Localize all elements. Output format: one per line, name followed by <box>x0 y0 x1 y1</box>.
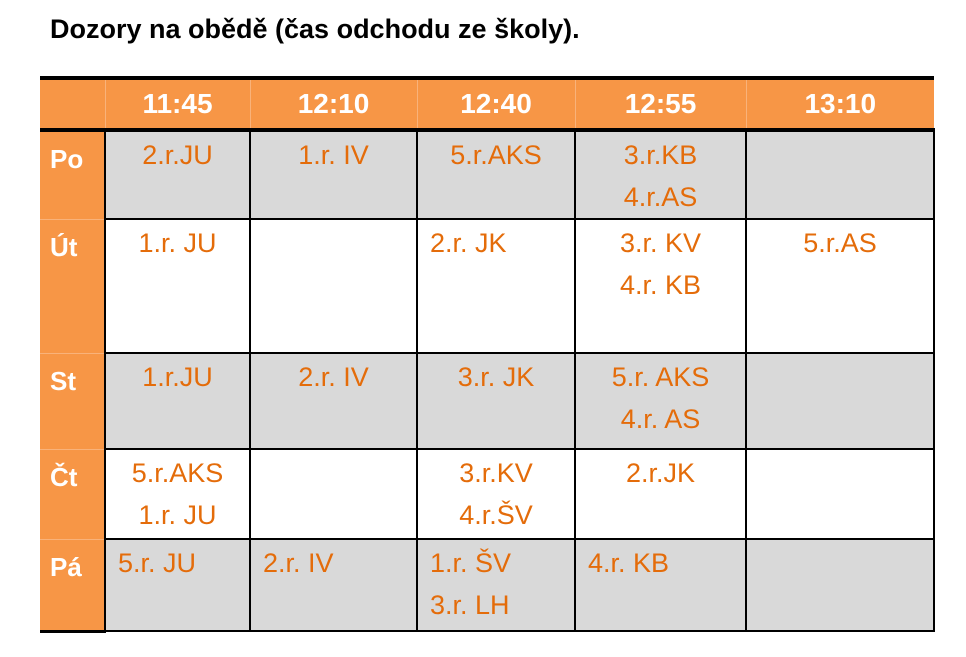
schedule-cell: 3.r. KV 4.r. KB <box>574 218 747 354</box>
schedule-cell: 1.r. IV <box>249 129 418 220</box>
duty-entry: 3.r. JK <box>457 362 535 392</box>
duty-entry: 3.r. KV <box>619 228 702 258</box>
schedule-cell: 1.r. JU <box>104 218 251 354</box>
duty-entry: 2.r.JU <box>142 140 213 170</box>
duty-entry: 2.r. IV <box>298 362 369 392</box>
column-header: 13:10 <box>745 76 934 132</box>
duty-entry: 3.r. LH <box>430 590 510 620</box>
table-row: Čt 5.r.AKS 1.r. JU 3.r.KV 4.r.ŠV 2.r.JK <box>40 448 935 540</box>
duty-entry: 5.r.AKS <box>131 458 224 488</box>
duty-entry: 4.r. KB <box>588 548 670 578</box>
schedule-cell: 5.r.AS <box>745 218 935 354</box>
duty-entry: 3.r.KV <box>459 458 533 488</box>
duty-entry: 2.r. JK <box>430 228 507 258</box>
table-row: St 1.r.JU 2.r. IV 3.r. JK 5.r. AKS 4.r. AS <box>40 352 935 450</box>
day-label: St <box>40 353 105 450</box>
schedule-cell: 3.r. JK <box>416 352 576 450</box>
schedule-cell: 5.r. JU <box>104 538 251 632</box>
duty-entry: 1.r.JU <box>142 362 213 392</box>
column-header <box>40 76 105 132</box>
column-header: 11:45 <box>104 76 250 132</box>
column-header: 12:40 <box>416 76 575 132</box>
day-label: Út <box>40 219 105 354</box>
day-label: Po <box>40 130 105 220</box>
schedule-cell <box>745 448 935 540</box>
header-row: 11:45 12:10 12:40 12:55 13:10 <box>40 76 934 132</box>
schedule-cell <box>745 129 935 220</box>
schedule-cell: 5.r. AKS 4.r. AS <box>574 352 747 450</box>
table-row: Po 2.r.JU 1.r. IV 5.r.AKS 3.r.KB 4.r.AS <box>40 129 935 220</box>
schedule-cell: 2.r. IV <box>249 538 418 632</box>
duty-entry: 4.r. KB <box>619 270 702 300</box>
column-header: 12:55 <box>574 76 746 132</box>
schedule-cell <box>249 218 418 354</box>
schedule-cell: 2.r. IV <box>249 352 418 450</box>
schedule-cell <box>745 538 935 632</box>
duty-entry: 2.r. IV <box>263 548 334 578</box>
schedule-cell: 2.r.JK <box>574 448 747 540</box>
schedule-cell: 1.r. ŠV 3.r. LH <box>416 538 576 632</box>
duty-entry: 5.r.AKS <box>450 140 542 170</box>
duty-entry: 4.r.ŠV <box>459 500 533 530</box>
table-row: Út 1.r. JU 2.r. JK 3.r. KV 4.r. KB 5.r.AS <box>40 218 935 354</box>
schedule-cell: 1.r.JU <box>104 352 251 450</box>
column-header: 12:10 <box>249 76 417 132</box>
duty-entry: 1.r. IV <box>298 140 369 170</box>
schedule-cell <box>249 448 418 540</box>
duty-entry: 5.r. JU <box>118 548 197 578</box>
duty-entry: 5.r.AS <box>803 228 877 258</box>
supervision-table: 11:45 12:10 12:40 12:55 13:10 Po 2.r.JU 1.r. I… <box>40 76 935 633</box>
schedule-cell: 4.r. KB <box>574 538 747 632</box>
day-label: Pá <box>40 539 105 633</box>
duty-entry: 4.r. AS <box>620 404 701 434</box>
duty-entry: 3.r.KB <box>623 140 698 170</box>
duty-entry: 4.r.AS <box>623 182 698 212</box>
duty-entry: 1.r. ŠV <box>430 548 512 578</box>
schedule-cell: 2.r.JU <box>104 129 251 220</box>
page-title: Dozory na obědě (čas odchodu ze školy). <box>50 14 580 44</box>
table-row: Pá 5.r. JU 2.r. IV 1.r. ŠV 3.r. LH 4.r. KB <box>40 538 935 633</box>
duty-entry: 1.r. JU <box>138 228 217 258</box>
duty-entry: 5.r. AKS <box>611 362 710 392</box>
schedule-cell: 3.r.KV 4.r.ŠV <box>416 448 576 540</box>
duty-entry: 2.r.JK <box>625 458 696 488</box>
schedule-cell: 3.r.KB 4.r.AS <box>574 129 747 220</box>
duty-entry: 1.r. JU <box>138 500 217 530</box>
day-label: Čt <box>40 449 105 540</box>
schedule-cell: 5.r.AKS <box>416 129 576 220</box>
schedule-cell: 2.r. JK <box>416 218 576 354</box>
schedule-cell <box>745 352 935 450</box>
schedule-cell: 5.r.AKS 1.r. JU <box>104 448 251 540</box>
